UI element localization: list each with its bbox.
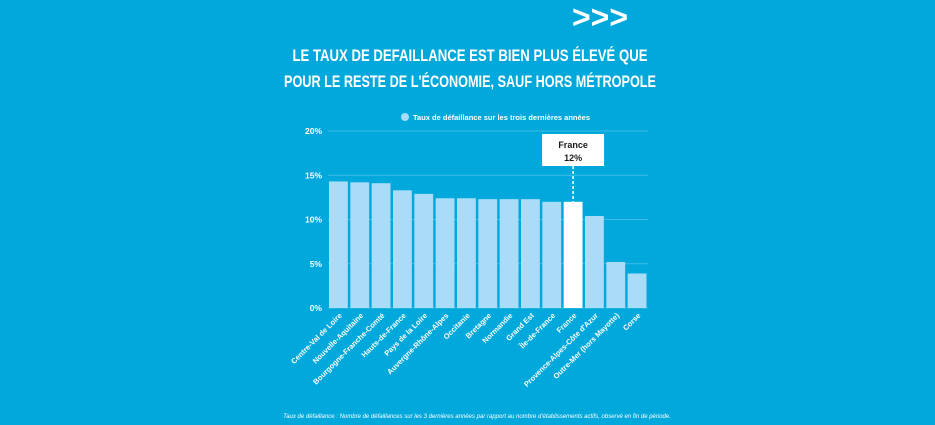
- bar-pays-de-la-loire: [414, 193, 434, 308]
- legend-label: Taux de défaillance sur les trois derniè…: [413, 113, 590, 122]
- bar-bourgogne-franche-comt-: [371, 183, 391, 308]
- bar-hauts-de-france: [393, 190, 412, 308]
- bar-corse: [627, 273, 647, 308]
- bar-provence-alpes-c-te-d-azur: [585, 215, 604, 308]
- arrows-logo: >>>: [572, 0, 628, 35]
- annotation-box: [542, 134, 605, 166]
- annotation-title: France: [558, 140, 588, 150]
- bar--le-de-france: [542, 201, 562, 308]
- title-line-1: LE TAUX DE DEFAILLANCE EST BIEN PLUS ÉLE…: [293, 46, 648, 65]
- footnote: Taux de défaillance : Nombre de défailla…: [283, 414, 671, 420]
- y-tick-label: 10%: [305, 215, 322, 225]
- x-tick-label: Corse: [621, 311, 642, 332]
- bar-nouvelle-aquitaine: [350, 182, 370, 308]
- y-tick-label: 20%: [305, 126, 322, 136]
- bar-auvergne-rh-ne-alpes: [435, 198, 455, 308]
- bar-occitanie: [457, 198, 476, 308]
- bar-normandie: [499, 199, 519, 308]
- bar-grand-est: [521, 199, 540, 308]
- title-line-2: POUR LE RESTE DE L'ÉCONOMIE, SAUF HORS M…: [284, 72, 656, 91]
- annotation-value: 12%: [564, 153, 582, 163]
- y-tick-label: 5%: [310, 259, 323, 269]
- y-tick-label: 15%: [305, 170, 322, 180]
- bar-centre-val-de-loire: [329, 181, 348, 308]
- bar-bretagne: [478, 199, 498, 308]
- legend-marker: [401, 113, 409, 121]
- y-tick-label: 0%: [310, 303, 323, 313]
- bar-outre-mer-hors-mayotte-: [606, 261, 626, 308]
- bar-france: [563, 201, 583, 308]
